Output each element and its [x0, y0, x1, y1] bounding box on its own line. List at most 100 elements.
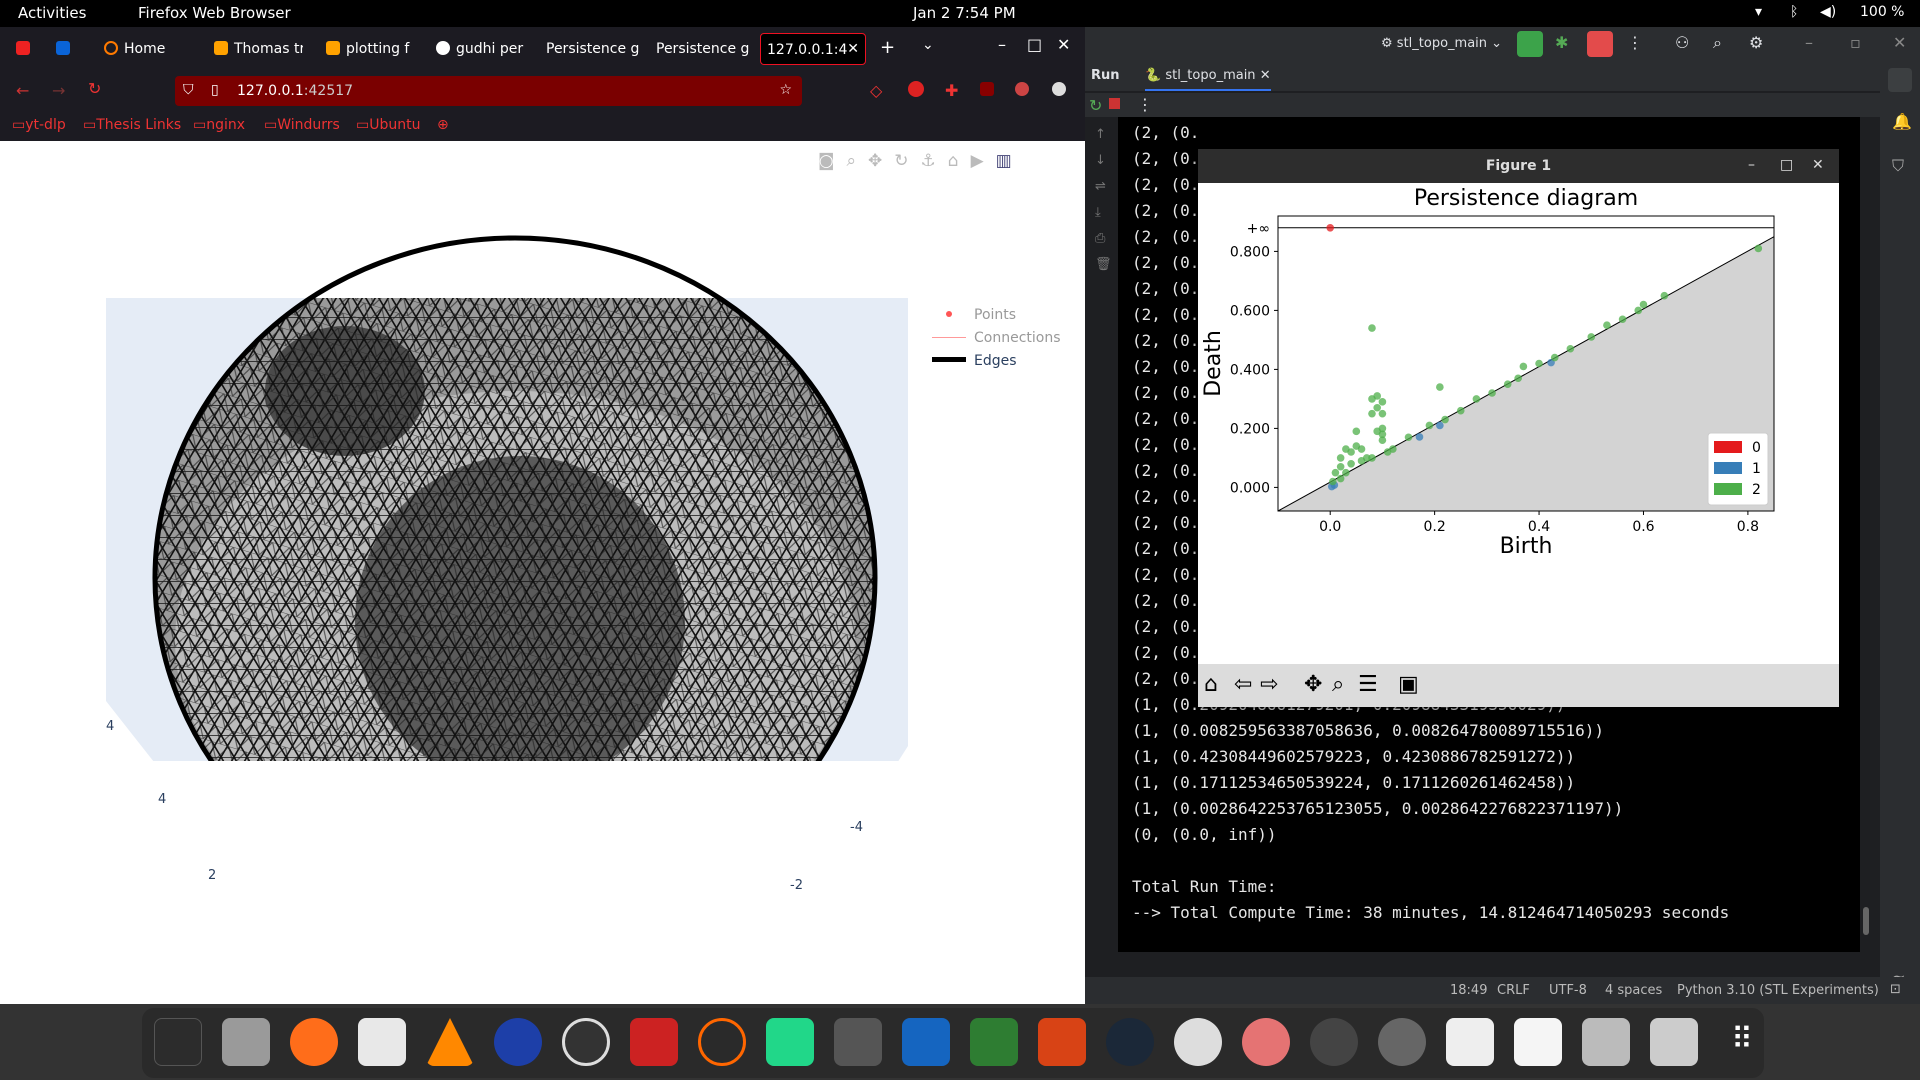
legend-item-connections[interactable]: Connections	[932, 330, 1072, 346]
container-icon[interactable]	[1015, 82, 1029, 96]
steam-icon[interactable]	[1106, 1018, 1154, 1066]
libreoffice-calc-icon[interactable]	[970, 1018, 1018, 1066]
more-icon[interactable]: ⋮	[1627, 33, 1643, 52]
tab-home[interactable]: Home	[98, 33, 178, 65]
disks-icon[interactable]	[1174, 1018, 1222, 1066]
pocket-icon[interactable]: ◇	[870, 81, 883, 100]
encoding[interactable]: UTF-8	[1549, 983, 1587, 998]
filezilla-icon[interactable]	[630, 1018, 678, 1066]
bookmark-folder[interactable]: ▭Ubuntu	[356, 117, 421, 133]
close-button[interactable]: ✕	[1893, 33, 1907, 52]
rerun-icon[interactable]	[1517, 31, 1543, 57]
legend-item-points[interactable]: Points	[932, 307, 1072, 323]
tab-localhost[interactable]: 127.0.0.1:4 ✕	[760, 33, 866, 65]
video-camera-icon[interactable]: ▶	[970, 151, 996, 171]
run-panel-icon[interactable]	[1888, 68, 1912, 92]
bookmark-star-icon[interactable]: ☆	[779, 82, 792, 98]
figure-titlebar[interactable]: Figure 1 – □ ✕	[1198, 149, 1839, 183]
debug-icon[interactable]: ✱	[1555, 33, 1569, 52]
color-picker-icon[interactable]	[1514, 1018, 1562, 1066]
tab-gudhi[interactable]: gudhi per	[430, 33, 525, 65]
libreoffice-impress-icon[interactable]	[1038, 1018, 1086, 1066]
image-viewer-icon[interactable]	[1582, 1018, 1630, 1066]
indent[interactable]: 4 spaces	[1605, 983, 1663, 998]
profile-icon[interactable]	[1052, 82, 1066, 96]
wifi-icon[interactable]: ▾	[1755, 4, 1763, 20]
webcam-icon[interactable]	[1310, 1018, 1358, 1066]
settings-icon[interactable]	[1378, 1018, 1426, 1066]
firefox-view-icon[interactable]	[10, 33, 32, 65]
bookmark-folder[interactable]: ▭yt-dlp	[12, 117, 66, 133]
tab-plotting[interactable]: plotting f	[320, 33, 415, 65]
pan-icon[interactable]: ✥	[1304, 672, 1323, 697]
console-scrollbar[interactable]	[1860, 117, 1872, 952]
texmaker-icon[interactable]	[834, 1018, 882, 1066]
down-arrow-icon[interactable]: ↓	[1095, 153, 1106, 168]
back-arrow-icon[interactable]: ⇦	[1234, 672, 1253, 697]
line-ending[interactable]: CRLF	[1497, 983, 1530, 998]
scrollbar-thumb[interactable]	[1863, 907, 1869, 935]
ublock-icon[interactable]	[980, 82, 994, 96]
save-icon[interactable]: ▣	[1398, 672, 1419, 697]
pycharm-icon[interactable]	[766, 1018, 814, 1066]
disk-usage-icon[interactable]	[1242, 1018, 1290, 1066]
puzzle-icon[interactable]: ✚	[945, 81, 959, 100]
maximize-button[interactable]: □	[1027, 35, 1043, 54]
extension-icon[interactable]	[908, 81, 924, 97]
bookmark-folder[interactable]: ▭Thesis Links	[83, 117, 182, 133]
battery-indicator[interactable]: 100 %	[1860, 4, 1905, 20]
forward-arrow-icon[interactable]: ⇨	[1260, 672, 1279, 697]
forward-icon[interactable]: →	[52, 81, 66, 100]
minimize-button[interactable]: –	[1748, 157, 1755, 173]
app-grid-icon[interactable]: ⠿	[1731, 1022, 1753, 1057]
reload-icon[interactable]: ↻	[88, 79, 102, 98]
orbit-icon[interactable]: ↻	[894, 151, 921, 171]
tab-persistence-2[interactable]: Persistence g	[650, 33, 750, 65]
zoom-icon[interactable]: ⌕	[846, 151, 869, 171]
scroll-end-icon[interactable]: ⤓	[1095, 205, 1101, 220]
libreoffice-writer-icon[interactable]	[902, 1018, 950, 1066]
turntable-icon[interactable]: ⚓	[920, 151, 948, 171]
volume-icon[interactable]: ◀)	[1820, 4, 1837, 20]
home-icon[interactable]: ⌂	[947, 151, 971, 171]
pan-icon[interactable]: ✥	[868, 151, 895, 171]
plotly-3d-scene[interactable]: 4 4 2 -4 -2	[0, 141, 1085, 1004]
back-icon[interactable]: ←	[16, 81, 30, 100]
home-icon[interactable]: ⌂	[1204, 672, 1218, 697]
project-selector[interactable]: ⚙ stl_topo_main ⌄	[1381, 36, 1503, 51]
interpreter[interactable]: Python 3.10 (STL Experiments)	[1677, 983, 1879, 998]
url-bar[interactable]: ⛉ ▯ 127.0.0.1:42517 ☆	[175, 76, 802, 106]
activities-button[interactable]: Activities	[18, 4, 87, 22]
bookmark-folder[interactable]: ▭nginx	[193, 117, 246, 133]
active-app-label[interactable]: Firefox Web Browser	[138, 4, 291, 22]
run-tab[interactable]: 🐍 stl_topo_main ✕	[1145, 68, 1271, 91]
bookmark-folder[interactable]: ▭Windurrs	[264, 117, 340, 133]
files-icon[interactable]	[222, 1018, 270, 1066]
close-tab-icon[interactable]: ✕	[847, 41, 859, 57]
outlook-icon[interactable]	[50, 33, 72, 65]
terminal-icon[interactable]	[154, 1018, 202, 1066]
stop-small-icon[interactable]	[1109, 98, 1120, 109]
up-arrow-icon[interactable]: ↑	[1095, 127, 1106, 142]
search-icon[interactable]: ⌕	[1713, 33, 1722, 52]
camera-icon[interactable]: ◙	[818, 151, 847, 171]
close-window-button[interactable]: ✕	[1057, 35, 1071, 54]
more-icon[interactable]: ⋮	[1137, 95, 1153, 114]
subplots-icon[interactable]: ☰	[1358, 672, 1378, 697]
notifications-icon[interactable]: 🔔	[1892, 112, 1912, 131]
zoom-icon[interactable]: ⌕	[1332, 672, 1345, 697]
jupyter-icon[interactable]	[698, 1018, 746, 1066]
lock-icon[interactable]: ⊡	[1890, 982, 1901, 997]
add-user-icon[interactable]: ⚇	[1675, 33, 1690, 52]
trash-icon[interactable]	[1650, 1018, 1698, 1066]
close-button[interactable]: ✕	[1812, 157, 1824, 173]
globe-icon[interactable]: ⊕	[437, 117, 449, 133]
minimize-button[interactable]: –	[1805, 33, 1813, 52]
audacity-icon[interactable]	[494, 1018, 542, 1066]
soft-wrap-icon[interactable]: ⇌	[1095, 179, 1106, 194]
cursor-position[interactable]: 18:49	[1450, 983, 1488, 998]
plotly-logo-icon[interactable]: ▥	[995, 151, 1024, 171]
tab-persistence-1[interactable]: Persistence g	[540, 33, 640, 65]
settings-gear-icon[interactable]: ⚙	[1749, 33, 1764, 52]
tab-list-chevron-icon[interactable]: ⌄	[922, 37, 934, 53]
